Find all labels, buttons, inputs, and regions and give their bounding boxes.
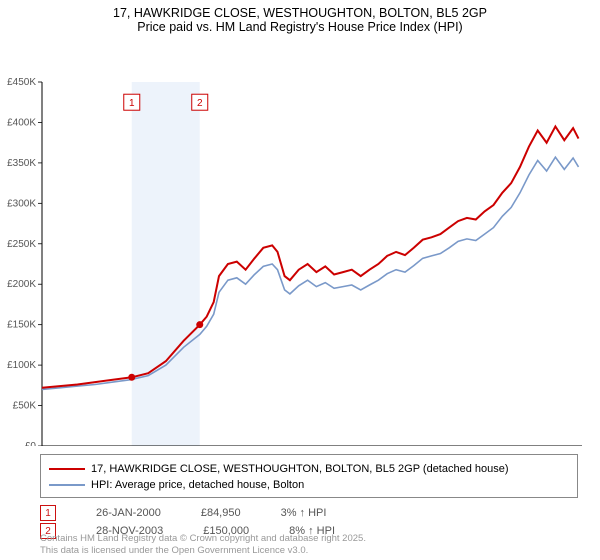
y-tick-label: £450K bbox=[7, 77, 36, 88]
legend-swatch bbox=[49, 468, 85, 470]
footer: Contains HM Land Registry data © Crown c… bbox=[40, 533, 366, 556]
y-tick-label: £0 bbox=[25, 441, 37, 446]
legend-item-price-paid: 17, HAWKRIDGE CLOSE, WESTHOUGHTON, BOLTO… bbox=[49, 461, 569, 477]
sale-hpi-delta: 3% ↑ HPI bbox=[281, 507, 327, 519]
chart-title-line2: Price paid vs. HM Land Registry's House … bbox=[0, 20, 600, 34]
chart-title-line1: 17, HAWKRIDGE CLOSE, WESTHOUGHTON, BOLTO… bbox=[0, 6, 600, 20]
sale-date: 26-JAN-2000 bbox=[96, 507, 161, 519]
y-tick-label: £100K bbox=[7, 360, 36, 371]
sale-marker-label-1: 1 bbox=[129, 98, 135, 109]
y-tick-label: £300K bbox=[7, 198, 36, 209]
sale-price: £84,950 bbox=[201, 507, 241, 519]
y-tick-label: £400K bbox=[7, 117, 36, 128]
sale-period-band bbox=[132, 82, 200, 446]
legend-label: 17, HAWKRIDGE CLOSE, WESTHOUGHTON, BOLTO… bbox=[91, 463, 509, 475]
sale-marker-1: 1 bbox=[40, 505, 56, 521]
sale-dot-2 bbox=[196, 321, 203, 328]
sale-marker-label-2: 2 bbox=[197, 98, 203, 109]
series-hpi bbox=[42, 157, 579, 389]
price-chart: £0 £50K £100K £150K £200K £250K £300K £350K £400… bbox=[0, 34, 600, 446]
y-tick-label: £250K bbox=[7, 239, 36, 250]
legend: 17, HAWKRIDGE CLOSE, WESTHOUGHTON, BOLTO… bbox=[40, 454, 578, 498]
footer-line2: This data is licensed under the Open Gov… bbox=[40, 545, 366, 556]
legend-label: HPI: Average price, detached house, Bolt… bbox=[91, 479, 304, 491]
chart-title-block: 17, HAWKRIDGE CLOSE, WESTHOUGHTON, BOLTO… bbox=[0, 0, 600, 34]
footer-line1: Contains HM Land Registry data © Crown c… bbox=[40, 533, 366, 544]
sale-dot-1 bbox=[128, 374, 135, 381]
y-tick-label: £150K bbox=[7, 320, 36, 331]
y-tick-label: £50K bbox=[13, 401, 37, 412]
series-price_paid bbox=[42, 127, 579, 388]
legend-swatch bbox=[49, 484, 85, 486]
sale-row-1: 1 26-JAN-2000 £84,950 3% ↑ HPI bbox=[40, 504, 560, 522]
y-tick-label: £350K bbox=[7, 158, 36, 169]
legend-item-hpi: HPI: Average price, detached house, Bolt… bbox=[49, 477, 569, 493]
y-tick-label: £200K bbox=[7, 279, 36, 290]
